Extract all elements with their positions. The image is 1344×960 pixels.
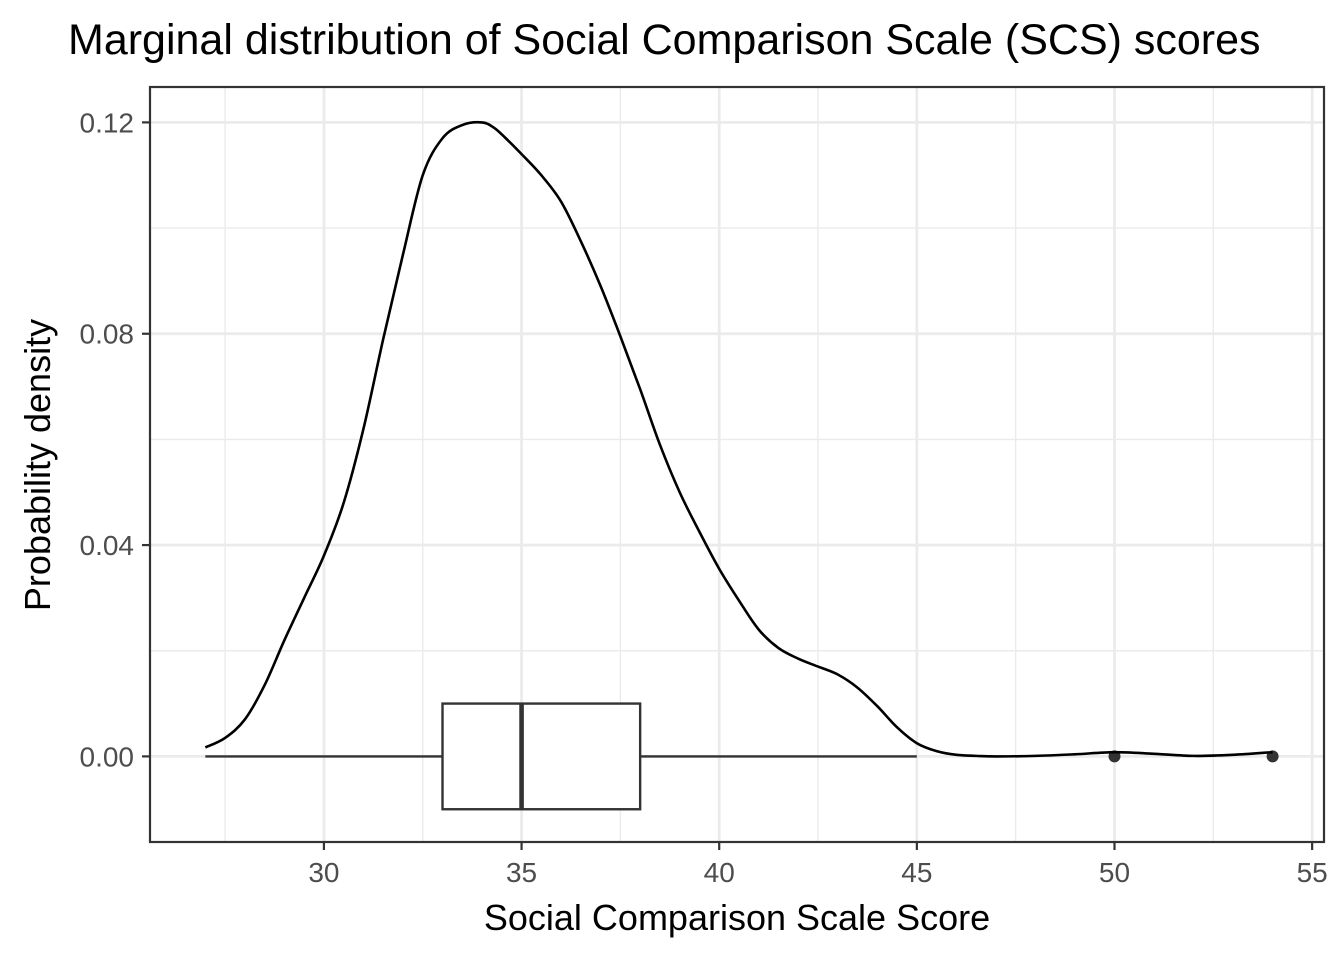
x-axis-title: Social Comparison Scale Score <box>484 897 990 938</box>
boxplot-layer <box>205 702 1279 811</box>
x-tick-label: 50 <box>1099 857 1130 888</box>
density-curve <box>204 120 1273 758</box>
x-tick-label: 55 <box>1297 857 1328 888</box>
y-tick-label: 0.12 <box>80 107 135 138</box>
iqr-box <box>441 702 642 811</box>
x-tick-label: 30 <box>308 857 339 888</box>
panel-border <box>148 85 1326 844</box>
density-layer <box>204 120 1273 758</box>
y-tick-label: 0.00 <box>80 741 135 772</box>
chart-title: Marginal distribution of Social Comparis… <box>68 16 1261 64</box>
tick-layer: 30 35 40 45 50 55 0.00 0.04 0.08 0.12 <box>80 107 1328 888</box>
y-axis-title: Probability density <box>17 319 58 611</box>
y-tick-label: 0.04 <box>80 530 135 561</box>
grid-layer <box>150 87 1324 842</box>
y-tick-label: 0.08 <box>80 319 135 350</box>
x-tick-label: 45 <box>901 857 932 888</box>
x-tick-label: 35 <box>506 857 537 888</box>
x-tick-label: 40 <box>704 857 735 888</box>
